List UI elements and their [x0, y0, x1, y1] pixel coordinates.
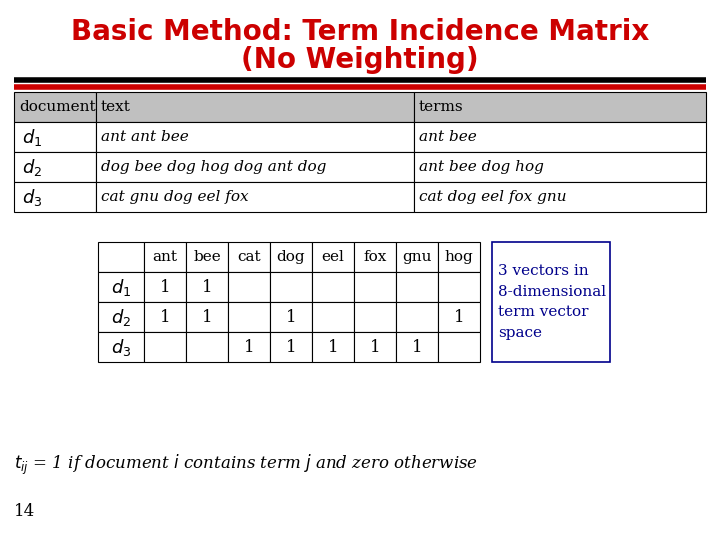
Text: 1: 1 — [328, 339, 338, 355]
Bar — [14, 182, 96, 212]
Bar — [96, 92, 414, 122]
Bar — [312, 332, 354, 362]
Bar — [98, 272, 144, 302]
Text: 1: 1 — [160, 279, 171, 295]
Text: $d_2$: $d_2$ — [22, 157, 42, 178]
Bar — [186, 332, 228, 362]
Text: 1: 1 — [202, 308, 212, 326]
Text: document: document — [19, 100, 96, 114]
Text: 1: 1 — [202, 279, 212, 295]
Bar — [96, 152, 414, 182]
Text: ant ant bee: ant ant bee — [101, 130, 189, 144]
Bar — [186, 302, 228, 332]
Bar — [354, 242, 396, 272]
Bar — [186, 242, 228, 272]
Text: 1: 1 — [286, 339, 297, 355]
Bar — [98, 332, 144, 362]
Bar — [354, 272, 396, 302]
Text: $t_{ij}$ = 1 if document $i$ contains term $j$ and zero otherwise: $t_{ij}$ = 1 if document $i$ contains te… — [14, 453, 478, 477]
Bar — [228, 332, 270, 362]
Text: (No Weighting): (No Weighting) — [241, 46, 479, 74]
Bar — [270, 272, 312, 302]
Bar — [396, 272, 438, 302]
Bar — [438, 272, 480, 302]
Bar — [312, 302, 354, 332]
Bar — [14, 152, 96, 182]
Bar — [396, 332, 438, 362]
Text: ant bee dog hog: ant bee dog hog — [419, 160, 544, 174]
Text: $d_1$: $d_1$ — [22, 126, 42, 147]
Text: cat: cat — [237, 250, 261, 264]
Text: cat dog eel fox gnu: cat dog eel fox gnu — [419, 190, 567, 204]
Bar — [312, 272, 354, 302]
Bar — [396, 302, 438, 332]
Bar — [354, 332, 396, 362]
Bar — [354, 302, 396, 332]
Text: cat gnu dog eel fox: cat gnu dog eel fox — [101, 190, 248, 204]
Bar — [98, 242, 144, 272]
Text: terms: terms — [419, 100, 464, 114]
Bar — [144, 332, 186, 362]
Text: 1: 1 — [160, 308, 171, 326]
Text: 14: 14 — [14, 503, 35, 521]
Text: 3 vectors in
8-dimensional
term vector
space: 3 vectors in 8-dimensional term vector s… — [498, 264, 606, 340]
Text: eel: eel — [322, 250, 344, 264]
Text: 1: 1 — [454, 308, 464, 326]
Bar — [438, 332, 480, 362]
Text: 1: 1 — [369, 339, 380, 355]
Bar — [438, 302, 480, 332]
Bar — [270, 242, 312, 272]
Text: Basic Method: Term Incidence Matrix: Basic Method: Term Incidence Matrix — [71, 18, 649, 46]
Bar — [144, 272, 186, 302]
Text: $d_3$: $d_3$ — [111, 336, 131, 357]
Bar — [414, 152, 706, 182]
Text: dog: dog — [276, 250, 305, 264]
Text: 1: 1 — [286, 308, 297, 326]
Bar — [14, 92, 96, 122]
Bar — [396, 242, 438, 272]
Bar — [438, 242, 480, 272]
Text: $d_2$: $d_2$ — [111, 307, 131, 327]
Bar — [228, 302, 270, 332]
Bar — [270, 302, 312, 332]
Bar — [414, 182, 706, 212]
Bar — [228, 272, 270, 302]
Text: 1: 1 — [412, 339, 423, 355]
Text: ant bee: ant bee — [419, 130, 477, 144]
Bar — [14, 122, 96, 152]
Text: $d_3$: $d_3$ — [22, 186, 42, 207]
Bar — [414, 92, 706, 122]
Bar — [96, 182, 414, 212]
Bar — [312, 242, 354, 272]
Bar — [186, 272, 228, 302]
Bar — [270, 332, 312, 362]
Bar — [96, 122, 414, 152]
Text: $d_1$: $d_1$ — [111, 276, 131, 298]
Bar — [228, 242, 270, 272]
Text: gnu: gnu — [402, 250, 432, 264]
Text: 1: 1 — [243, 339, 254, 355]
Text: hog: hog — [445, 250, 473, 264]
Text: fox: fox — [364, 250, 387, 264]
Bar — [144, 242, 186, 272]
Text: dog bee dog hog dog ant dog: dog bee dog hog dog ant dog — [101, 160, 326, 174]
Bar — [492, 242, 610, 362]
Bar — [144, 302, 186, 332]
Bar — [98, 302, 144, 332]
Text: bee: bee — [193, 250, 221, 264]
Bar — [414, 122, 706, 152]
Text: ant: ant — [153, 250, 178, 264]
Text: text: text — [101, 100, 131, 114]
